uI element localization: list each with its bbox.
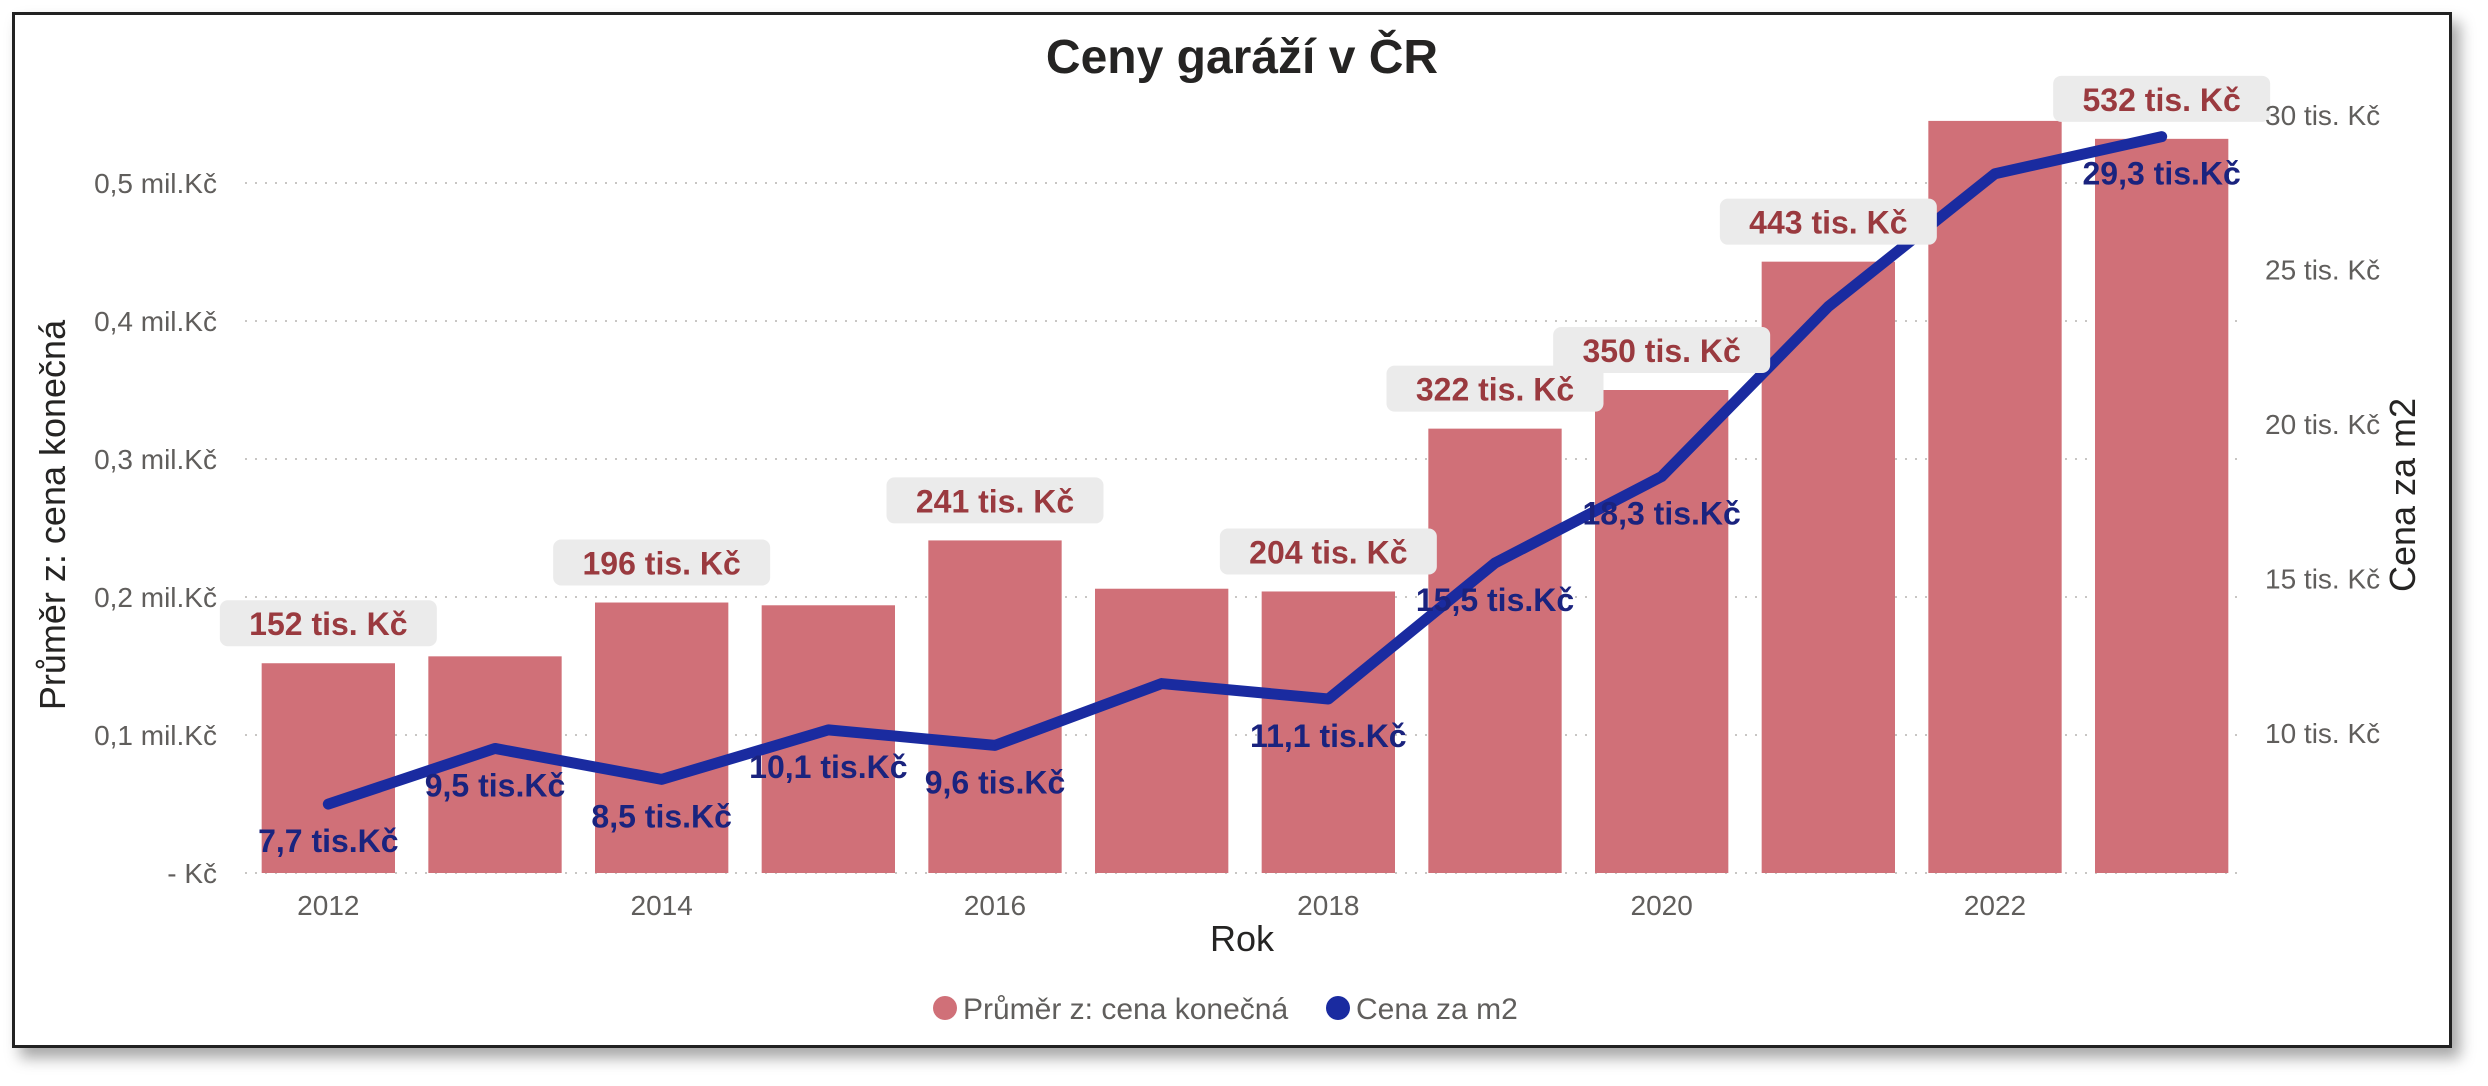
- y-tick-label: - Kč: [167, 858, 217, 889]
- x-axis-title: Rok: [1210, 918, 1275, 959]
- bar: [595, 602, 729, 873]
- line-data-label: 15,5 tis.Kč: [1416, 582, 1574, 618]
- legend-label: Průměr z: cena konečná: [963, 993, 1288, 1026]
- y2-tick-label: 25 tis. Kč: [2265, 255, 2380, 286]
- bar: [1428, 428, 1562, 873]
- x-tick-label: 2022: [1964, 890, 2026, 921]
- line-point: [1994, 172, 1996, 175]
- legend: Průměr z: cena konečná Cena za m2: [933, 993, 1518, 1026]
- bar-label-bg: [219, 600, 437, 647]
- bar-label-bg: [1553, 327, 1771, 373]
- line-point: [1494, 562, 1496, 565]
- line-data-label: 9,5 tis.Kč: [425, 767, 566, 803]
- line-series: [322, 131, 2168, 810]
- y-tick-label: 0,5 mil.Kč: [94, 168, 217, 199]
- bar: [1261, 591, 1395, 873]
- y-axis-title: Průměr z: cena konečná: [32, 319, 73, 710]
- line-point: [2160, 135, 2163, 138]
- bar: [1928, 120, 2062, 873]
- line-point: [494, 747, 496, 750]
- y2-tick-label: 15 tis. Kč: [2265, 564, 2380, 595]
- line-point: [1827, 305, 1830, 308]
- bar: [1595, 390, 1729, 873]
- gridlines: [245, 182, 2245, 874]
- bar-data-label: 204 tis. Kč: [1249, 534, 1407, 570]
- bar-data-label: 350 tis. Kč: [1583, 333, 1741, 369]
- y-tick-label: 0,2 mil.Kč: [94, 582, 217, 613]
- line-data-label: 7,7 tis.Kč: [258, 823, 399, 859]
- y-tick-label: 0,1 mil.Kč: [94, 720, 217, 751]
- x-axis-ticks: 2012 2014 2016 2018 2020 2022: [297, 890, 2026, 921]
- line-point: [1160, 682, 1163, 685]
- combo-chart: Ceny garáží v ČR 152 tis. Kč 196 tis. Kč 2…: [32, 29, 2423, 1026]
- legend-marker: [933, 996, 957, 1020]
- y2-axis-ticks: 10 tis. Kč 15 tis. Kč 20 tis. Kč 25 tis. Kč…: [2265, 100, 2380, 749]
- bar-series: [261, 120, 2229, 874]
- line-data-labels: 7,7 tis.Kč 9,5 tis.Kč 8,5 tis.Kč 10,1 tis.K…: [258, 156, 2241, 859]
- bar-data-label: 322 tis. Kč: [1416, 372, 1574, 408]
- bar-data-label: 532 tis. Kč: [2083, 82, 2241, 118]
- line-point: [827, 728, 830, 731]
- line-data-label: 10,1 tis.Kč: [749, 749, 907, 785]
- bar: [1761, 261, 1895, 873]
- line-point: [327, 803, 330, 806]
- line-data-label: 11,1 tis.Kč: [1250, 718, 1407, 754]
- y2-tick-label: 10 tis. Kč: [2265, 718, 2380, 749]
- x-tick-label: 2020: [1631, 890, 1693, 921]
- bar-data-label: 196 tis. Kč: [583, 546, 741, 582]
- bar-data-label: 241 tis. Kč: [916, 483, 1074, 519]
- line-data-label: 29,3 tis.Kč: [2083, 156, 2241, 192]
- line-point: [994, 744, 996, 747]
- x-tick-label: 2014: [631, 890, 693, 921]
- y2-tick-label: 30 tis. Kč: [2265, 100, 2380, 131]
- y2-axis-title: Cena za m2: [2382, 398, 2423, 592]
- line-data-label: 8,5 tis.Kč: [591, 798, 732, 834]
- bar-label-bg: [2053, 75, 2271, 122]
- line-point: [660, 778, 663, 781]
- legend-label: Cena za m2: [1356, 993, 1518, 1026]
- line-point: [1660, 475, 1663, 478]
- bar-label-bg: [1719, 198, 1937, 245]
- y-tick-label: 0,4 mil.Kč: [94, 306, 217, 337]
- y-axis-ticks: - Kč 0,1 mil.Kč 0,2 mil.Kč 0,3 mil.Kč 0,4 mi…: [94, 168, 217, 889]
- legend-marker: [1326, 996, 1350, 1020]
- bar: [928, 540, 1062, 873]
- x-tick-label: 2018: [1297, 890, 1359, 921]
- line-point: [1327, 698, 1330, 701]
- y2-tick-label: 20 tis. Kč: [2265, 409, 2380, 440]
- bar-data-labels: 152 tis. Kč 196 tis. Kč 241 tis. Kč 204 tis…: [219, 75, 2271, 647]
- x-tick-label: 2012: [297, 890, 359, 921]
- line-data-label: 18,3 tis.Kč: [1583, 496, 1741, 532]
- line-data-label: 9,6 tis.Kč: [925, 764, 1066, 800]
- y-tick-label: 0,3 mil.Kč: [94, 444, 217, 475]
- bar-label-bg: [886, 477, 1104, 524]
- chart-card: Ceny garáží v ČR 152 tis. Kč 196 tis. Kč 2…: [12, 12, 2452, 1048]
- bar-label-bg: [1386, 365, 1604, 412]
- bar: [261, 663, 395, 873]
- bar: [2095, 138, 2229, 874]
- bar: [1095, 588, 1229, 873]
- chart-title: Ceny garáží v ČR: [1046, 29, 1438, 84]
- x-tick-label: 2016: [964, 890, 1026, 921]
- bar-data-label: 443 tis. Kč: [1749, 205, 1907, 241]
- bar-data-label: 152 tis. Kč: [249, 606, 407, 642]
- bar-label-bg: [1219, 528, 1437, 575]
- bar-label-bg: [553, 539, 771, 586]
- line-path: [322, 131, 2168, 810]
